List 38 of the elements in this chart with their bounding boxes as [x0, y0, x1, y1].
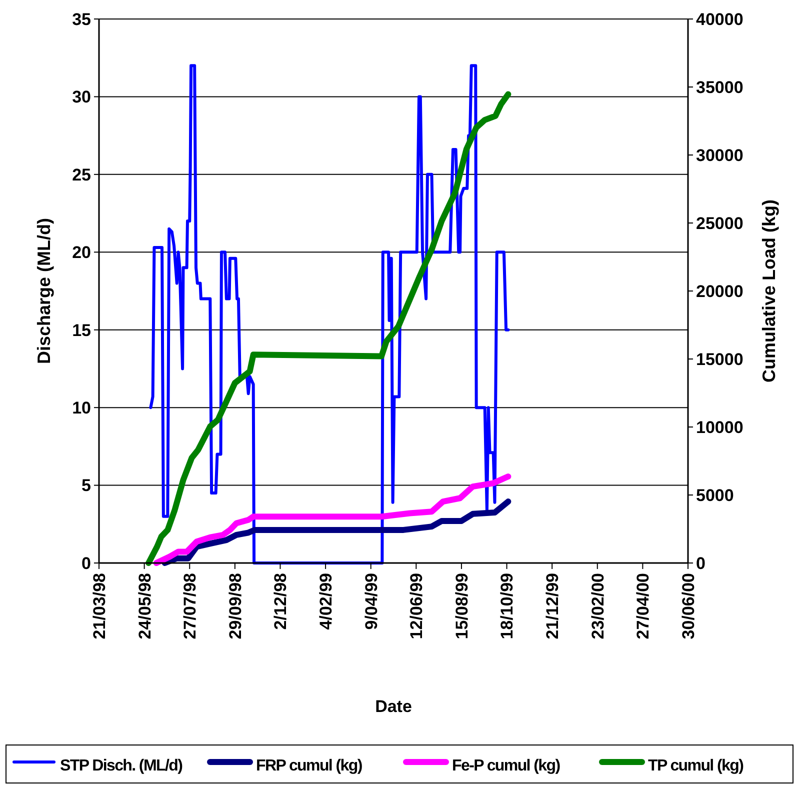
- y2-tick-label: 25000: [696, 214, 744, 233]
- x-tick-label: 21/12/99: [543, 573, 562, 640]
- y-tick-label: 10: [72, 398, 91, 418]
- y2-tick-label: 5000: [696, 486, 734, 505]
- y-tick-label: 20: [72, 243, 91, 262]
- y-tick-label: 15: [72, 320, 91, 340]
- y2-tick-label: 15000: [696, 350, 744, 369]
- y-tick-label: 25: [72, 165, 91, 184]
- y-tick-label: 5: [82, 476, 91, 496]
- legend-label: TP cumul (kg): [648, 758, 744, 775]
- x-tick-label: 30/06/00: [678, 573, 698, 640]
- y2-tick-label: 40000: [696, 10, 744, 29]
- y2-tick-label: 0: [696, 554, 706, 573]
- x-tick-label: 21/03/98: [90, 573, 109, 640]
- x-tick-label: 15/08/99: [452, 573, 472, 640]
- y2-tick-label: 10000: [696, 418, 744, 437]
- x-tick-label: 27/07/98: [180, 573, 200, 640]
- y2-tick-label: 35000: [696, 78, 744, 97]
- x-tick-label: 9/04/99: [362, 573, 381, 630]
- legend-label: FRP cumul (kg): [256, 758, 362, 775]
- y-axis-title: Discharge (ML/d): [34, 218, 54, 364]
- y2-tick-label: 20000: [696, 282, 744, 301]
- x-tick-label: 29/09/98: [226, 573, 245, 640]
- x-tick-label: 27/04/00: [634, 573, 653, 640]
- y-tick-label: 0: [82, 554, 91, 573]
- x-tick-label: 12/06/99: [407, 573, 426, 640]
- y-tick-label: 30: [72, 88, 91, 107]
- x-tick-label: 2/12/98: [271, 573, 290, 630]
- y2-axis-title: Cumulative Load (kg): [759, 199, 779, 383]
- x-tick-label: 4/02/99: [316, 573, 336, 630]
- y-tick-label: 35: [72, 10, 91, 29]
- x-tick-label: 24/05/98: [135, 573, 154, 640]
- x-tick-label: 18/10/99: [498, 573, 517, 640]
- x-tick-label: 23/02/00: [588, 573, 608, 640]
- legend-label: STP Disch. (ML/d): [60, 758, 183, 775]
- legend-label: Fe-P cumul (kg): [452, 758, 560, 775]
- x-axis-title: Date: [375, 697, 412, 716]
- y2-tick-label: 30000: [696, 146, 744, 165]
